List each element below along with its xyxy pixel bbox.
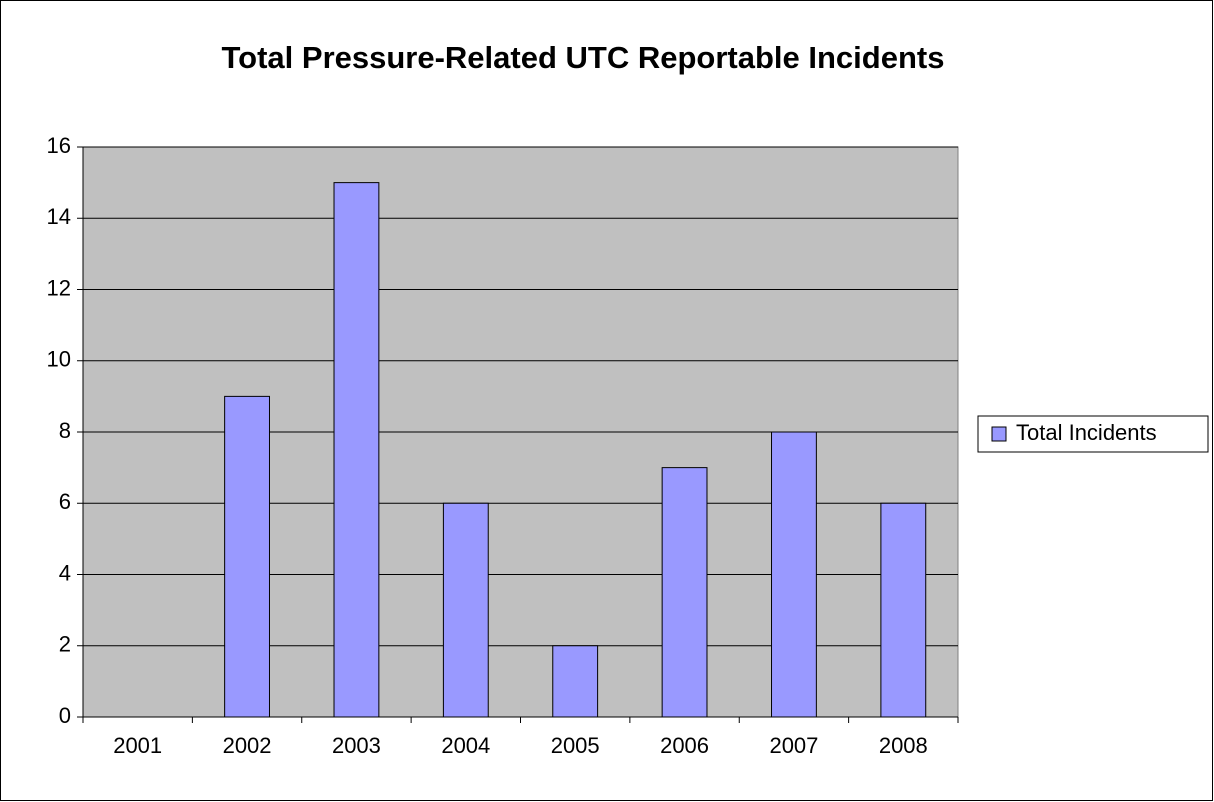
bar — [442, 502, 489, 718]
x-tick-label: 2002 — [223, 733, 272, 758]
y-tick-label: 16 — [47, 133, 71, 158]
y-tick-label: 12 — [47, 275, 71, 300]
chart-title: Total Pressure-Related UTC Reportable In… — [222, 40, 945, 75]
y-tick-label: 4 — [59, 560, 71, 585]
legend-box — [977, 415, 1209, 453]
x-tick-label: 2005 — [551, 733, 600, 758]
legend-swatch — [991, 426, 1007, 442]
x-tick-label: 2004 — [441, 733, 490, 758]
y-tick-label: 14 — [47, 204, 71, 229]
bar — [771, 431, 817, 718]
bar — [224, 395, 270, 718]
x-tick-label: 2001 — [113, 733, 162, 758]
bar — [880, 502, 927, 718]
x-tick-label: 2003 — [332, 733, 381, 758]
y-tick-label: 10 — [47, 347, 71, 372]
x-tick-label: 2006 — [660, 733, 709, 758]
y-tick-label: 0 — [59, 703, 71, 728]
bar — [552, 645, 599, 718]
y-tick-label: 6 — [59, 489, 71, 514]
bar — [333, 182, 380, 718]
x-tick-label: 2008 — [879, 733, 928, 758]
legend-label: Total Incidents — [1016, 420, 1157, 445]
y-tick-label: 8 — [59, 418, 71, 443]
y-tick-label: 2 — [59, 632, 71, 657]
bar — [661, 467, 708, 718]
x-tick-label: 2007 — [769, 733, 818, 758]
